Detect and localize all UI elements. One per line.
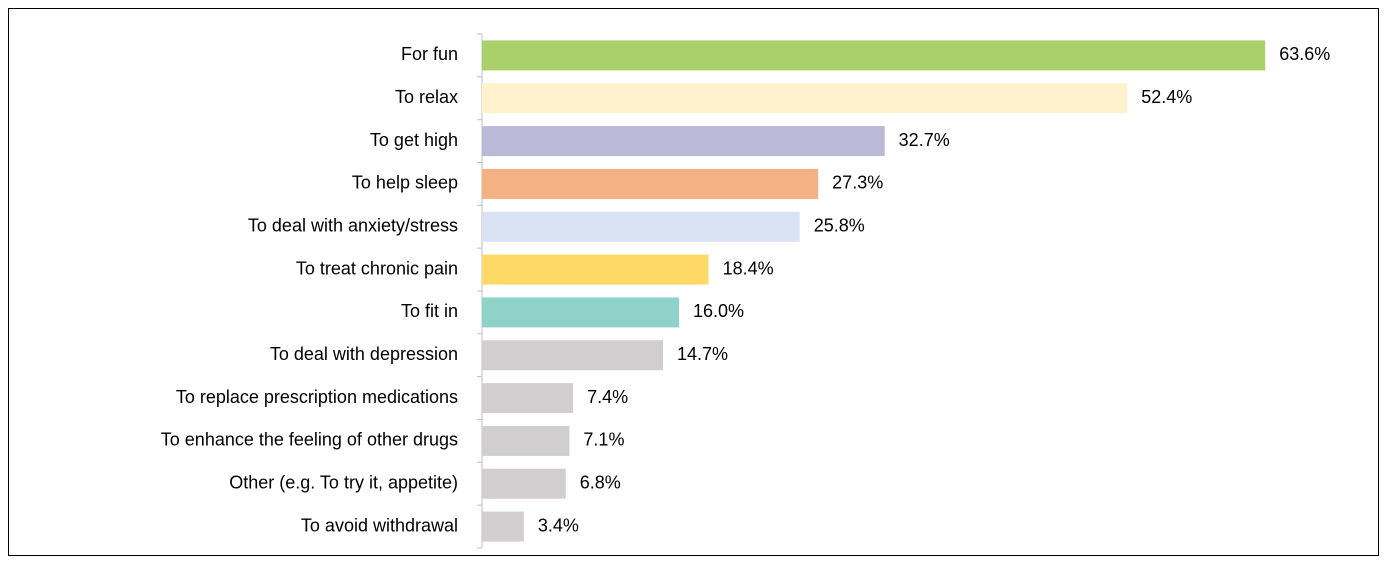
bar (482, 297, 680, 328)
category-label: To get high (370, 130, 458, 150)
bar (482, 383, 574, 414)
value-label: 16.0% (693, 301, 744, 321)
category-label: Other (e.g. To try it, appetite) (229, 473, 458, 493)
bar (482, 168, 819, 199)
category-label: To enhance the feeling of other drugs (161, 430, 458, 450)
value-label: 52.4% (1141, 87, 1192, 107)
value-label: 3.4% (538, 515, 579, 535)
value-label: 6.8% (580, 473, 621, 493)
bar (482, 254, 709, 285)
value-label: 14.7% (677, 344, 728, 364)
value-label: 25.8% (814, 216, 865, 236)
value-label: 18.4% (723, 258, 774, 278)
category-label: To deal with depression (270, 344, 458, 364)
value-label: 7.4% (587, 387, 628, 407)
bar (482, 40, 1266, 71)
category-label: To treat chronic pain (296, 258, 458, 278)
value-label: 63.6% (1279, 44, 1330, 64)
category-label: To replace prescription medications (176, 387, 458, 407)
bar (482, 83, 1128, 114)
category-label: To avoid withdrawal (301, 515, 458, 535)
bar (482, 468, 566, 499)
value-label: 32.7% (899, 130, 950, 150)
bar (482, 340, 664, 371)
value-label: 27.3% (832, 173, 883, 193)
category-label: To help sleep (352, 173, 458, 193)
category-label: To relax (395, 87, 458, 107)
category-label: To fit in (401, 301, 458, 321)
bar (482, 126, 885, 157)
value-label: 7.1% (583, 430, 624, 450)
category-label: For fun (401, 44, 458, 64)
bar (482, 425, 570, 456)
bar (482, 211, 800, 242)
category-label: To deal with anxiety/stress (248, 216, 458, 236)
bar (482, 511, 524, 542)
